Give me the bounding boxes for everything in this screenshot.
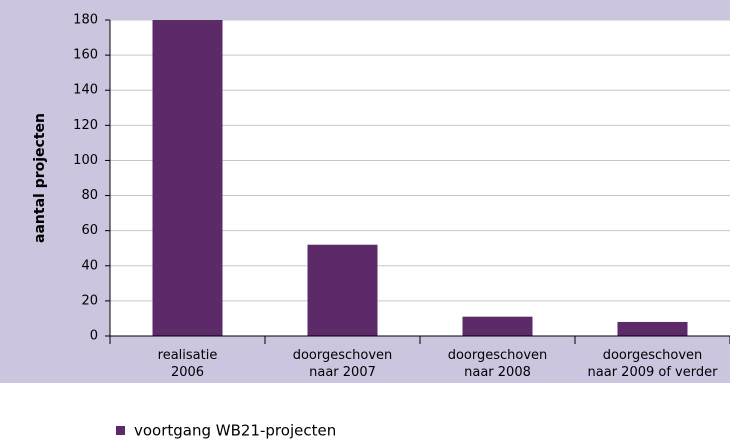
legend-swatch	[116, 426, 125, 435]
x-tick-line: doorgeschoven	[603, 348, 703, 363]
x-tick-line: realisatie	[158, 348, 218, 363]
y-tick-label: 120	[73, 118, 98, 133]
x-tick-label: doorgeschoven naar 2009 of verder	[588, 348, 719, 380]
y-tick-label: 140	[73, 83, 98, 98]
y-axis-label: aantal projecten	[32, 113, 48, 243]
x-tick-line: naar 2008	[464, 365, 531, 380]
x-tick-line: naar 2009 of verder	[588, 365, 719, 380]
x-tick-label: realisatie 2006	[158, 348, 218, 380]
x-tick-label: doorgeschoven naar 2007	[293, 348, 393, 380]
bar	[307, 244, 378, 336]
y-tick-label: 180	[73, 13, 98, 28]
x-tick-label: doorgeschoven naar 2008	[448, 348, 548, 380]
y-tick-label: 100	[73, 153, 98, 168]
x-tick-line: naar 2007	[309, 365, 376, 380]
bar	[617, 321, 688, 336]
x-tick-line: 2006	[171, 365, 204, 380]
y-tick-label: 40	[81, 258, 98, 273]
y-tick-label: 60	[81, 223, 98, 238]
y-tick-label: 160	[73, 48, 98, 63]
y-tick-label: 80	[81, 188, 98, 203]
x-tick-line: doorgeschoven	[293, 348, 393, 363]
y-tick-label: 0	[90, 329, 98, 344]
x-tick-line: doorgeschoven	[448, 348, 548, 363]
legend-label: voortgang WB21-projecten	[134, 422, 336, 439]
bar	[152, 20, 223, 336]
bar	[462, 316, 533, 336]
y-tick-label: 20	[81, 293, 98, 308]
